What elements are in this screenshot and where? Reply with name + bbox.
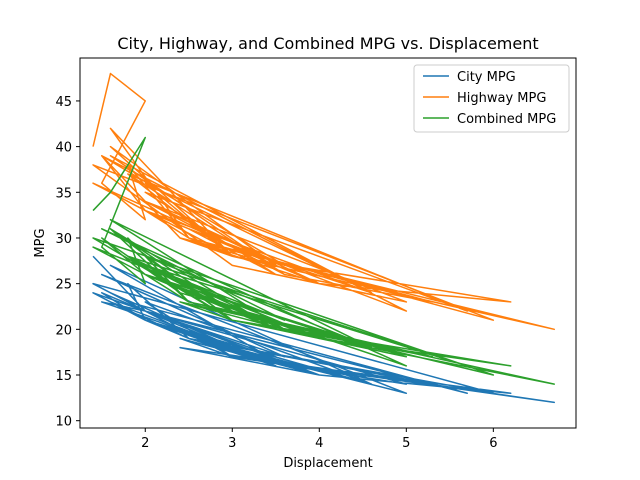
chart-legend: City MPG Highway MPG Combined MPG	[413, 64, 570, 133]
legend-label-highway: Highway MPG	[457, 91, 546, 106]
y-tick-label: 20	[55, 323, 72, 338]
x-tick-label: 6	[489, 436, 497, 451]
city-mpg-line	[92, 255, 555, 404]
x-tick-label: 3	[228, 436, 236, 451]
combined-mpg-line	[92, 136, 555, 385]
y-tick-label: 45	[55, 95, 72, 110]
y-tick-label: 30	[55, 232, 72, 247]
y-axis-ticks: 10 15 20 25 30 35 40 45	[55, 95, 80, 430]
highway-mpg-line	[92, 72, 555, 331]
y-axis-label: MPG	[33, 228, 48, 257]
legend-label-city: City MPG	[457, 70, 516, 85]
y-tick-label: 15	[55, 369, 72, 384]
x-axis-label: Displacement	[283, 456, 372, 471]
legend-box	[413, 64, 570, 133]
x-tick-label: 2	[141, 436, 149, 451]
legend-label-combined: Combined MPG	[457, 112, 556, 127]
x-axis-ticks: 2 3 4 5 6	[141, 428, 497, 451]
y-tick-label: 10	[55, 415, 72, 430]
plot-frame	[79, 57, 577, 429]
y-tick-label: 25	[55, 278, 72, 293]
chart-title: City, Highway, and Combined MPG vs. Disp…	[117, 34, 538, 53]
y-tick-label: 40	[55, 141, 72, 156]
x-tick-label: 4	[315, 436, 323, 451]
y-tick-label: 35	[55, 186, 72, 201]
x-tick-label: 5	[402, 436, 410, 451]
plot-lines	[92, 72, 555, 404]
